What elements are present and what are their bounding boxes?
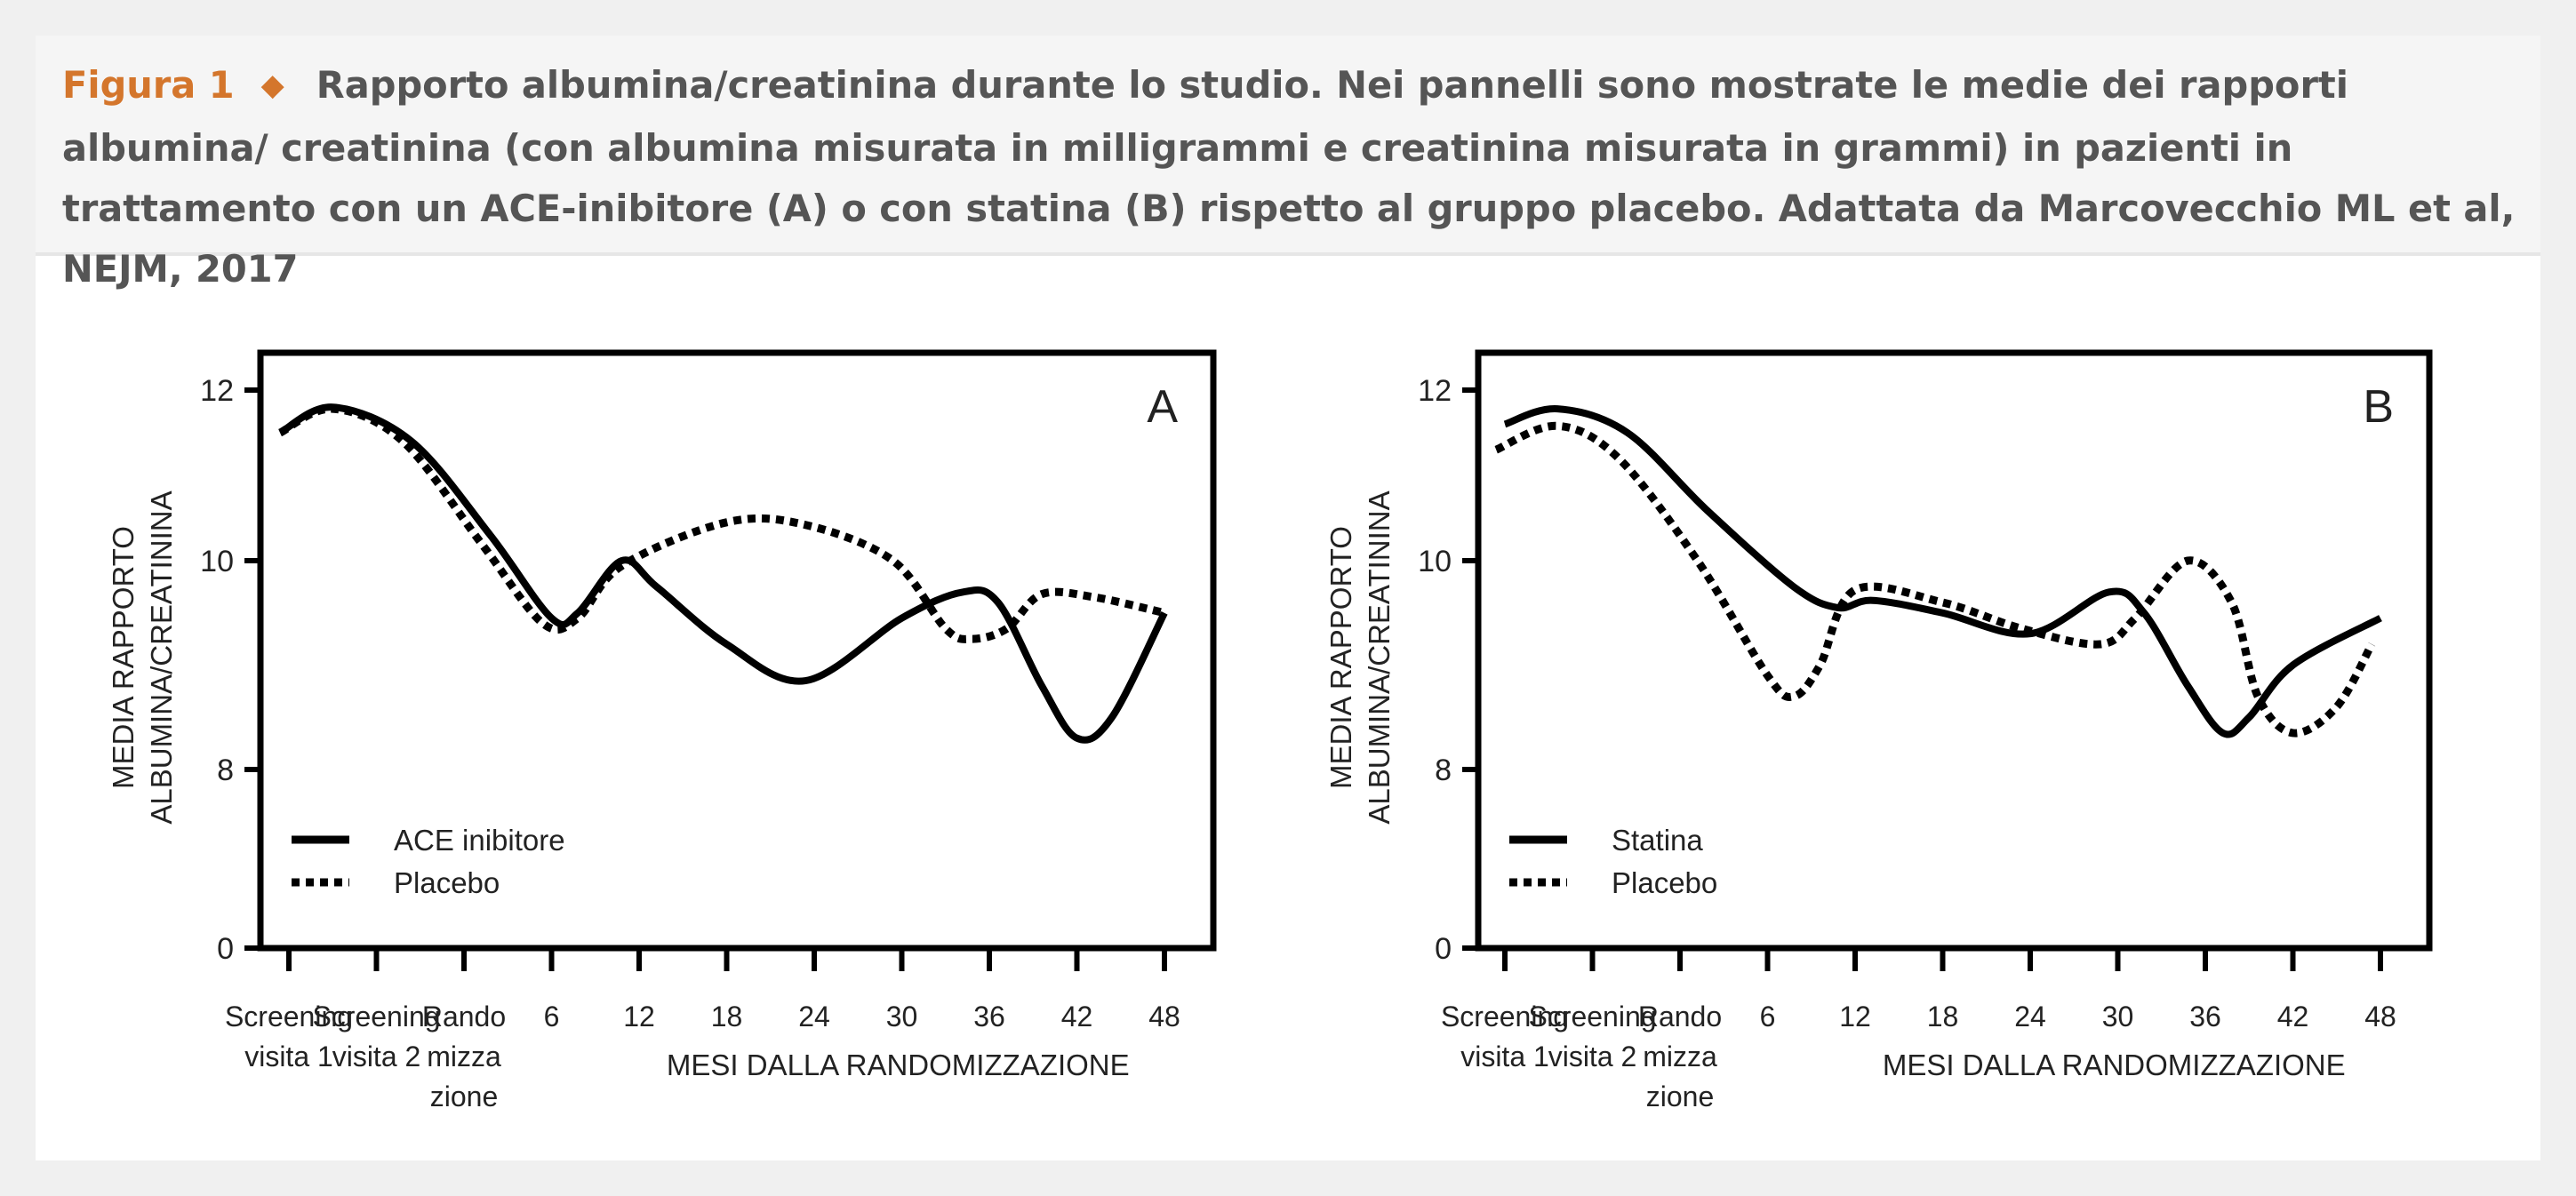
x-axis-title: MESI DALLA RANDOMIZZAZIONE (667, 1048, 1130, 1081)
plot-frame (1475, 349, 2433, 952)
x-tick-label: 36 (973, 1001, 1005, 1033)
figure-label: Figura 1 (62, 63, 235, 107)
x-tick-label: 48 (1148, 1001, 1180, 1033)
x-tick-label: 12 (1839, 1001, 1871, 1033)
x-tick-label-line: 42 (2277, 1001, 2309, 1033)
chart-panel-b: 0 8 10 12 MEDIA RAPPORTO ALBUMINA/CREATININA S… (1324, 349, 2433, 1112)
x-tick-label-line: 24 (2014, 1001, 2046, 1033)
x-tick-label-line: 6 (544, 1001, 560, 1033)
y-tick-label: 0 (1435, 932, 1452, 966)
x-tick-label-line: visita 1 (244, 1041, 333, 1072)
series-line-placebo (1494, 421, 2376, 738)
y-axis-title: MEDIA RAPPORTO (107, 526, 140, 789)
x-tick-label-line: 24 (798, 1001, 830, 1033)
legend-label: Statina (1612, 824, 1703, 857)
x-tick-label-line: 30 (2102, 1001, 2134, 1033)
x-tick-label: 6 (544, 1001, 560, 1033)
y-tick-label: 10 (200, 545, 234, 578)
x-tick-label: 48 (2364, 1001, 2396, 1033)
x-tick-label-line: visita 2 (1548, 1041, 1637, 1072)
y-tick-label: 8 (217, 753, 234, 787)
x-tick-label: 18 (1927, 1001, 1959, 1033)
diamond-bullet-icon: ◆ (260, 68, 284, 103)
x-tick-label: Screening visita 1 (1441, 1001, 1569, 1072)
x-tick-label: 24 (798, 1001, 830, 1033)
x-tick-label: Screening visita 2 (1528, 1001, 1656, 1072)
x-tick-label: 30 (2102, 1001, 2134, 1033)
x-tick-label: 30 (886, 1001, 918, 1033)
series-line-placebo (277, 404, 1166, 643)
x-tick-label-line: zione (1646, 1080, 1715, 1112)
x-tick-label: 36 (2189, 1001, 2221, 1033)
x-tick-label-line: 18 (711, 1001, 743, 1033)
x-tick-label-line: Screening (312, 1001, 440, 1033)
x-axis-title: MESI DALLA RANDOMIZZAZIONE (1883, 1048, 2346, 1081)
x-tick-label-line: 12 (1839, 1001, 1871, 1033)
plot-frame (257, 349, 1217, 952)
x-tick-label: Rando mizza zione (422, 1001, 506, 1112)
x-tick-label-line: visita 1 (1460, 1041, 1549, 1072)
x-tick-label: 18 (711, 1001, 743, 1033)
x-tick-label-line: 12 (623, 1001, 655, 1033)
x-tick-label-line: zione (430, 1080, 499, 1112)
y-tick-label: 0 (217, 932, 234, 966)
figure: Figura 1 ◆ Rapporto albumina/creatinina du… (36, 36, 2540, 1160)
y-tick-label: 12 (200, 374, 234, 408)
figure-caption: Figura 1 ◆ Rapporto albumina/creatinina du… (62, 55, 2516, 299)
x-tick-label-line: 36 (973, 1001, 1005, 1033)
legend-label: ACE inibitore (394, 824, 565, 857)
x-tick-label-line: mizza (427, 1041, 501, 1072)
x-tick-label-line: Rando (1638, 1001, 1722, 1033)
x-tick-label: 12 (623, 1001, 655, 1033)
x-tick-label: Screening visita 2 (312, 1001, 440, 1072)
y-axis-title: ALBUMINA/CREATININA (145, 490, 178, 824)
caption-text: Rapporto albumina/creatinina durante lo … (62, 63, 2516, 291)
chart-panel-a: 0 8 10 12 MEDIA RAPPORTO ALBUMINA/CREATININA S… (107, 349, 1217, 1112)
x-tick-label: 24 (2014, 1001, 2046, 1033)
series-line-treatment (1503, 405, 2382, 738)
x-tick-label-line: 18 (1927, 1001, 1959, 1033)
caption-box: Figura 1 ◆ Rapporto albumina/creatinina du… (36, 36, 2540, 291)
legend-label: Placebo (1612, 866, 1717, 899)
y-tick-label: 8 (1435, 753, 1452, 787)
x-tick-label-line: 48 (2364, 1001, 2396, 1033)
x-tick-label: Screening visita 1 (225, 1001, 353, 1072)
x-tick-label: Rando mizza zione (1638, 1001, 1722, 1112)
x-tick-label-line: 42 (1061, 1001, 1093, 1033)
series-line-treatment (278, 403, 1168, 744)
x-tick-label: 6 (1760, 1001, 1776, 1033)
panel-label: B (2363, 381, 2394, 433)
x-tick-label-line: 36 (2189, 1001, 2221, 1033)
x-tick-label-line: Screening (1528, 1001, 1656, 1033)
x-tick-label: 42 (1061, 1001, 1093, 1033)
y-axis-title: MEDIA RAPPORTO (1324, 526, 1357, 789)
x-tick-label-line: Rando (422, 1001, 506, 1033)
x-tick-label-line: Screening (1441, 1001, 1569, 1033)
y-tick-label: 10 (1418, 545, 1452, 578)
x-tick-label-line: 48 (1148, 1001, 1180, 1033)
x-tick-label-line: 30 (886, 1001, 918, 1033)
legend-label: Placebo (394, 866, 500, 899)
x-tick-label-line: Screening (225, 1001, 353, 1033)
x-tick-label: 42 (2277, 1001, 2309, 1033)
y-axis-title: ALBUMINA/CREATININA (1363, 490, 1396, 824)
x-tick-label-line: mizza (1643, 1041, 1717, 1072)
x-tick-label-line: visita 2 (332, 1041, 421, 1072)
x-tick-label-line: 6 (1760, 1001, 1776, 1033)
panel-label: A (1147, 381, 1178, 433)
y-tick-label: 12 (1418, 374, 1452, 408)
